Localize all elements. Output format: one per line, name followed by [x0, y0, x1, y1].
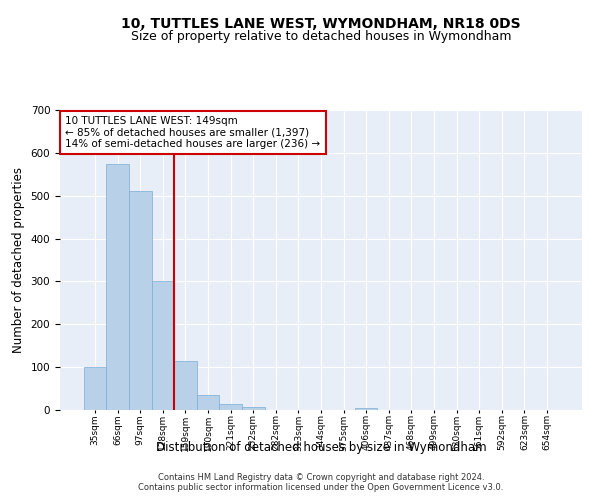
- Bar: [174, 360, 197, 410]
- Text: Distribution of detached houses by size in Wymondham: Distribution of detached houses by size …: [155, 441, 487, 454]
- Y-axis label: Number of detached properties: Number of detached properties: [12, 167, 25, 353]
- Bar: [129, 192, 152, 410]
- Bar: [106, 164, 129, 410]
- Bar: [197, 395, 220, 410]
- Bar: [242, 406, 265, 410]
- Text: 10 TUTTLES LANE WEST: 149sqm
← 85% of detached houses are smaller (1,397)
14% of: 10 TUTTLES LANE WEST: 149sqm ← 85% of de…: [65, 116, 320, 149]
- Text: Size of property relative to detached houses in Wymondham: Size of property relative to detached ho…: [131, 30, 511, 43]
- Bar: [355, 408, 377, 410]
- Bar: [84, 367, 106, 410]
- Bar: [220, 404, 242, 410]
- Text: 10, TUTTLES LANE WEST, WYMONDHAM, NR18 0DS: 10, TUTTLES LANE WEST, WYMONDHAM, NR18 0…: [121, 18, 521, 32]
- Bar: [152, 282, 174, 410]
- Text: Contains HM Land Registry data © Crown copyright and database right 2024.
Contai: Contains HM Land Registry data © Crown c…: [139, 473, 503, 492]
